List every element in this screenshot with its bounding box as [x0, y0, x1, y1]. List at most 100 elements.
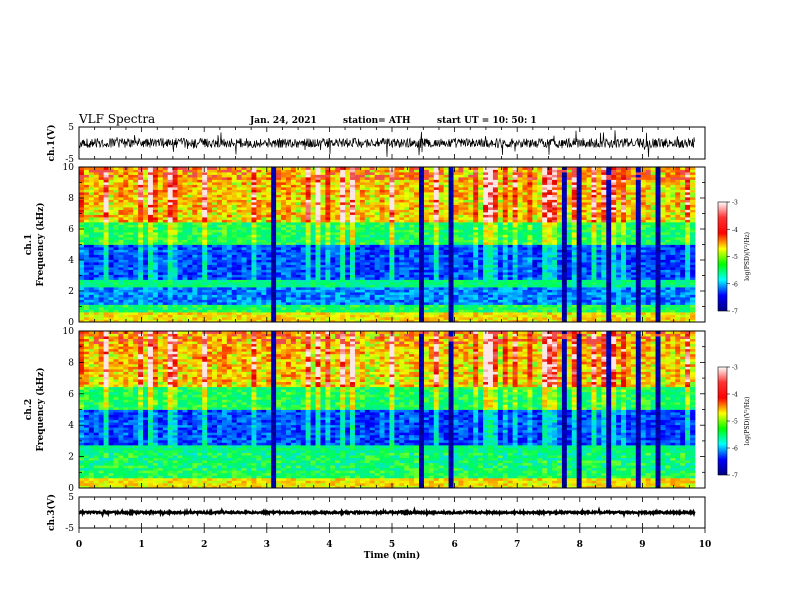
spectrogram-cell — [197, 319, 203, 323]
spectrogram-cell — [118, 184, 124, 188]
spectrogram-cell — [246, 194, 252, 198]
spectrogram-cell — [276, 234, 282, 238]
spectrogram-cell — [172, 217, 178, 220]
spectrogram-cell — [83, 204, 90, 208]
spectrogram-cell — [113, 177, 119, 180]
spectrogram-cell — [285, 249, 292, 253]
spectrogram-cell — [290, 294, 297, 298]
spectrogram-cell — [261, 247, 267, 250]
spectrogram-cell — [330, 297, 336, 300]
spectrogram-cell — [423, 169, 430, 173]
spectrogram-cell — [414, 292, 420, 295]
spectrogram-cell — [369, 307, 376, 310]
spectrogram-cell — [359, 279, 366, 283]
spectrogram-cell — [231, 189, 238, 193]
spectrogram-cell — [419, 167, 425, 170]
spectrogram-cell — [300, 289, 307, 293]
spectrogram-cell — [305, 257, 312, 260]
spectrogram-cell — [364, 247, 371, 250]
spectrogram-cell — [315, 254, 321, 258]
spectrogram-cell — [162, 222, 169, 225]
spectrogram-cell — [290, 224, 297, 228]
spectrogram-cell — [438, 219, 445, 223]
spectrogram-cell — [143, 227, 149, 230]
spectrogram-cell — [226, 224, 233, 228]
spectrogram-cell — [88, 289, 95, 293]
spectrogram-cell — [103, 222, 109, 225]
spectrogram-cell — [231, 317, 238, 320]
spectrogram-cell — [345, 297, 351, 300]
spectrogram-cell — [463, 194, 469, 198]
spectrogram-cell — [108, 172, 114, 175]
spectrogram-cell — [354, 294, 361, 298]
spectrogram-cell — [300, 187, 307, 190]
spectrogram-cell — [83, 169, 90, 173]
spectrogram-cell — [340, 267, 346, 270]
spectrogram-cell — [409, 197, 415, 200]
spectrogram-cell — [241, 302, 247, 305]
spectrogram-cell — [98, 204, 105, 208]
spectrogram-cell — [246, 172, 252, 175]
spectrogram-cell — [192, 212, 198, 215]
spectrogram-cell — [172, 289, 178, 293]
spectrogram-cell — [266, 262, 272, 265]
spectrogram-cell — [389, 194, 395, 198]
spectrogram-cell — [167, 299, 174, 303]
spectrogram-cell — [207, 309, 213, 313]
spectrogram-cell — [295, 227, 302, 230]
spectrogram-cell — [167, 209, 174, 213]
spectrogram-cell — [305, 252, 312, 255]
spectrogram-cell — [246, 234, 252, 238]
spectrogram-cell — [364, 287, 371, 290]
spectrogram-cell — [414, 209, 420, 213]
spectrogram-cell — [414, 179, 420, 183]
spectrogram-cell — [423, 297, 430, 300]
spectrogram-cell — [359, 194, 366, 198]
spectrogram-cell — [271, 212, 277, 215]
spectrogram-cell — [113, 169, 119, 173]
spectrogram-cell — [295, 237, 302, 240]
spectrogram-cell — [354, 277, 361, 280]
spectrogram-cell — [399, 237, 405, 240]
spectrogram-cell — [438, 214, 445, 218]
spectrogram-cell — [310, 202, 316, 205]
spectrogram-cell — [330, 174, 336, 178]
spectrogram-cell — [221, 199, 228, 203]
spectrogram-cell — [438, 182, 445, 185]
spectrogram-cell — [285, 312, 292, 315]
spectrogram-cell — [350, 214, 356, 218]
spectrogram-cell — [438, 257, 445, 260]
spectrogram-cell — [384, 224, 390, 228]
spectrogram-cell — [364, 317, 371, 320]
spectrogram-cell — [83, 244, 90, 248]
spectrogram-cell — [389, 302, 395, 305]
spectrogram-cell — [290, 204, 297, 208]
spectrogram-cell — [246, 274, 252, 278]
spectrogram-cell — [364, 212, 371, 215]
spectrogram-cell — [83, 199, 90, 203]
spectrogram-cell — [389, 249, 395, 253]
spectrogram-cell — [128, 284, 134, 288]
spectrogram-cell — [310, 317, 316, 320]
spectrogram-cell — [384, 199, 390, 203]
spectrogram-cell — [320, 252, 326, 255]
spectrogram-cell — [453, 267, 459, 270]
spectrogram-cell — [143, 192, 149, 195]
spectrogram-cell — [423, 219, 430, 223]
spectrogram-cell — [246, 272, 252, 275]
spectrogram-cell — [231, 262, 238, 265]
spectrogram-cell — [216, 169, 223, 173]
spectrogram-cell — [246, 299, 252, 303]
spectrogram-cell — [414, 232, 420, 235]
spectrogram-cell — [453, 297, 459, 300]
spectrogram-cell — [147, 304, 154, 308]
spectrogram-cell — [315, 319, 321, 323]
spectrogram-cell — [345, 287, 351, 290]
spectrogram-cell — [162, 242, 169, 245]
spectrogram-cell — [409, 214, 415, 218]
spectrogram-cell — [364, 297, 371, 300]
spectrogram-cell — [152, 222, 159, 225]
spectrogram-cell — [315, 222, 321, 225]
spectrogram-cell — [241, 274, 247, 278]
spectrogram-cell — [409, 204, 415, 208]
